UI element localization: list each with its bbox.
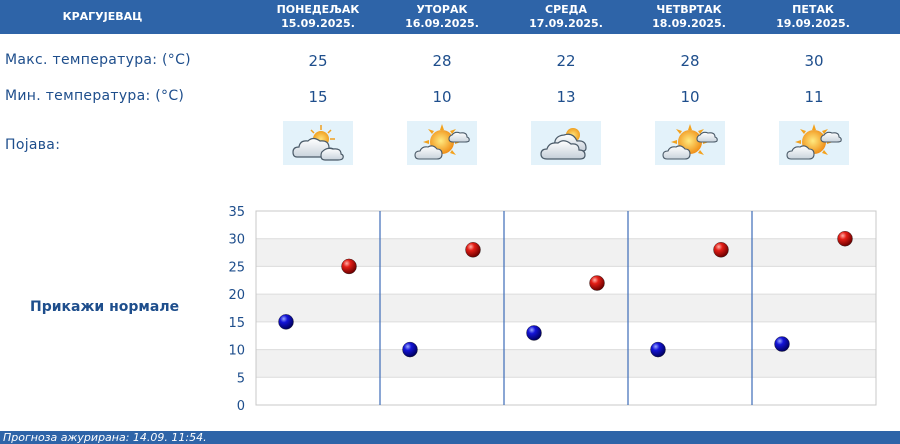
partly-cloudy-icon [283, 121, 353, 165]
day-header-1: ПОНЕДЕЉАК 15.09.2025. [263, 3, 373, 31]
max-temp-point [465, 242, 481, 258]
y-tick-label: 0 [237, 399, 245, 414]
y-tick-label: 25 [228, 260, 245, 275]
max-temp-label: Макс. температура: (°C) [5, 52, 191, 68]
min-temp-value: 10 [680, 88, 700, 106]
plot-frame [255, 210, 877, 406]
mostly-sunny-icon [779, 121, 849, 165]
max-temp-point [713, 242, 729, 258]
forecast-header: КРАГУЈЕВАЦ ПОНЕДЕЉАК 15.09.2025. УТОРАК … [0, 0, 900, 34]
day-name: ПОНЕДЕЉАК [276, 3, 360, 16]
phenomenon-label: Појава: [5, 137, 61, 153]
grid-band [256, 377, 876, 405]
y-tick-label: 20 [228, 288, 245, 303]
day-name: ЧЕТВРТАК [656, 3, 722, 16]
day-date: 15.09.2025. [281, 17, 355, 30]
day-date: 17.09.2025. [529, 17, 603, 30]
max-temp-value: 28 [432, 52, 452, 70]
min-temp-point [402, 341, 418, 358]
max-temp-value: 22 [556, 52, 576, 70]
min-temp-point [650, 341, 666, 358]
chart-plot-area: 0 5 10 15 20 25 30 35 [228, 205, 877, 414]
forecast-updated: Прогноза ажурирана: 14.09. 11:54. [0, 431, 900, 444]
day-name: СРЕДА [545, 3, 587, 16]
cloudy-icon [531, 121, 601, 165]
mostly-sunny-icon [407, 121, 477, 165]
min-temp-point [774, 336, 790, 352]
day-date: 16.09.2025. [405, 17, 479, 30]
day-name: УТОРАК [416, 3, 468, 16]
day-header-3: СРЕДА 17.09.2025. [511, 3, 621, 31]
max-temp-value: 25 [308, 52, 328, 70]
max-temp-value: 30 [804, 52, 824, 70]
y-tick-label: 5 [237, 371, 245, 386]
day-header-2: УТОРАК 16.09.2025. [387, 3, 497, 31]
day-header-4: ЧЕТВРТАК 18.09.2025. [634, 3, 744, 31]
grid-band [256, 321, 876, 350]
day-date: 18.09.2025. [652, 17, 726, 30]
y-tick-label: 15 [228, 316, 245, 331]
day-name: ПЕТАК [792, 3, 834, 16]
city-name: КРАГУЈЕВАЦ [62, 10, 143, 23]
mostly-sunny-icon [655, 121, 725, 165]
show-normals-link[interactable]: Прикажи нормале [30, 299, 180, 315]
max-temp-point [341, 258, 357, 275]
y-tick-label: 35 [228, 205, 245, 220]
max-temp-point [589, 275, 605, 291]
day-header-5: ПЕТАК 19.09.2025. [758, 3, 868, 31]
max-temp-point [837, 231, 853, 247]
max-temp-value: 28 [680, 52, 700, 70]
grid-band [256, 266, 876, 295]
grid-band [256, 349, 876, 378]
day-date: 19.09.2025. [776, 17, 850, 30]
min-temp-point [526, 325, 542, 341]
min-temp-value: 15 [308, 88, 328, 106]
min-temp-value: 13 [556, 88, 576, 106]
grid-band [256, 294, 876, 322]
min-temp-value: 11 [804, 88, 824, 106]
grid-band [256, 238, 876, 267]
min-temp-value: 10 [432, 88, 452, 106]
grid-band [256, 211, 876, 239]
y-tick-label: 30 [228, 233, 245, 248]
min-temp-label: Мин. температура: (°C) [5, 88, 185, 104]
y-tick-label: 10 [228, 344, 245, 359]
min-temp-point [278, 314, 294, 330]
